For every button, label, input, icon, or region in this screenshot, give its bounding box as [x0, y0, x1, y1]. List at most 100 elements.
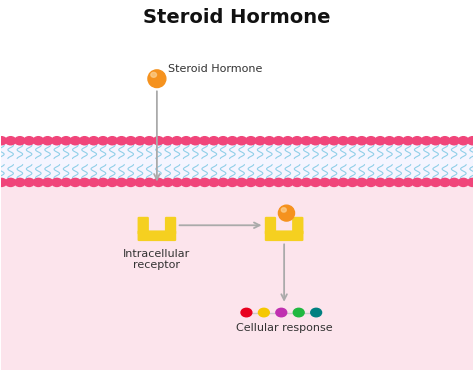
Circle shape — [126, 178, 136, 187]
Circle shape — [144, 178, 155, 187]
Circle shape — [172, 178, 182, 187]
Circle shape — [163, 137, 173, 145]
Circle shape — [276, 308, 287, 317]
Circle shape — [356, 137, 367, 145]
Circle shape — [440, 178, 450, 187]
Circle shape — [98, 178, 108, 187]
Circle shape — [181, 178, 191, 187]
Circle shape — [107, 137, 118, 145]
Circle shape — [42, 137, 53, 145]
Circle shape — [24, 137, 34, 145]
Circle shape — [421, 137, 432, 145]
Circle shape — [70, 137, 81, 145]
Circle shape — [264, 178, 274, 187]
Circle shape — [0, 137, 7, 145]
Circle shape — [458, 178, 469, 187]
Circle shape — [430, 178, 441, 187]
FancyBboxPatch shape — [137, 230, 176, 241]
FancyBboxPatch shape — [265, 217, 276, 234]
Circle shape — [116, 178, 127, 187]
Circle shape — [61, 178, 71, 187]
Circle shape — [467, 178, 474, 187]
Circle shape — [329, 137, 339, 145]
Circle shape — [200, 137, 210, 145]
Circle shape — [227, 137, 237, 145]
Circle shape — [273, 178, 284, 187]
Circle shape — [375, 137, 385, 145]
Circle shape — [403, 137, 413, 145]
Circle shape — [319, 178, 330, 187]
Circle shape — [467, 137, 474, 145]
Circle shape — [449, 178, 459, 187]
Circle shape — [126, 137, 136, 145]
Circle shape — [366, 137, 376, 145]
Circle shape — [190, 137, 201, 145]
FancyBboxPatch shape — [165, 217, 176, 234]
Circle shape — [227, 178, 237, 187]
Text: Steroid Hormone: Steroid Hormone — [143, 9, 331, 27]
Circle shape — [301, 178, 311, 187]
Circle shape — [255, 137, 265, 145]
Circle shape — [70, 178, 81, 187]
Circle shape — [412, 137, 422, 145]
Circle shape — [5, 178, 16, 187]
Circle shape — [200, 178, 210, 187]
Circle shape — [338, 178, 348, 187]
Circle shape — [237, 137, 247, 145]
Circle shape — [144, 137, 155, 145]
Circle shape — [153, 137, 164, 145]
Circle shape — [52, 137, 62, 145]
Circle shape — [375, 178, 385, 187]
Circle shape — [283, 137, 293, 145]
Circle shape — [258, 308, 269, 317]
Ellipse shape — [151, 72, 156, 77]
Circle shape — [135, 178, 145, 187]
Circle shape — [347, 178, 358, 187]
Circle shape — [107, 178, 118, 187]
Circle shape — [52, 178, 62, 187]
Ellipse shape — [148, 70, 166, 88]
Circle shape — [79, 137, 90, 145]
Circle shape — [403, 178, 413, 187]
Circle shape — [283, 178, 293, 187]
Circle shape — [172, 137, 182, 145]
Ellipse shape — [278, 205, 294, 221]
Circle shape — [163, 178, 173, 187]
Circle shape — [15, 137, 25, 145]
Circle shape — [458, 137, 469, 145]
Circle shape — [430, 137, 441, 145]
Circle shape — [310, 137, 321, 145]
Circle shape — [393, 137, 404, 145]
Circle shape — [310, 178, 321, 187]
Circle shape — [255, 178, 265, 187]
FancyBboxPatch shape — [137, 217, 149, 234]
Circle shape — [292, 137, 302, 145]
Circle shape — [356, 178, 367, 187]
Circle shape — [116, 137, 127, 145]
Circle shape — [218, 178, 228, 187]
Circle shape — [421, 178, 432, 187]
Text: Steroid Hormone: Steroid Hormone — [168, 64, 262, 74]
Circle shape — [209, 137, 219, 145]
Circle shape — [181, 137, 191, 145]
Circle shape — [449, 137, 459, 145]
Circle shape — [301, 137, 311, 145]
Circle shape — [293, 308, 304, 317]
Circle shape — [79, 178, 90, 187]
Text: Cellular response: Cellular response — [236, 323, 332, 333]
Circle shape — [237, 178, 247, 187]
Bar — [1, 1, 473, 138]
FancyBboxPatch shape — [292, 217, 303, 234]
Circle shape — [384, 178, 395, 187]
Circle shape — [0, 178, 7, 187]
FancyBboxPatch shape — [265, 230, 303, 241]
Circle shape — [15, 178, 25, 187]
Circle shape — [42, 178, 53, 187]
Circle shape — [33, 178, 44, 187]
Circle shape — [338, 137, 348, 145]
Circle shape — [24, 178, 34, 187]
Circle shape — [319, 137, 330, 145]
Circle shape — [440, 137, 450, 145]
Bar — [1, 143, 473, 180]
Circle shape — [89, 137, 99, 145]
